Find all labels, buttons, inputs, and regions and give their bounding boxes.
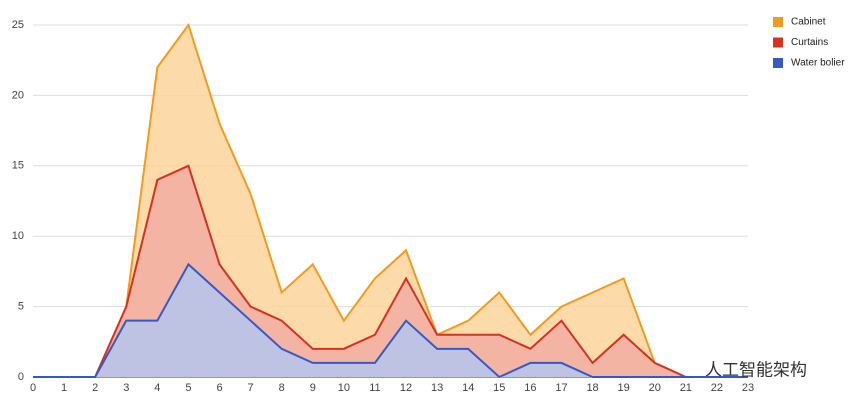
- x-tick-label: 23: [742, 382, 754, 394]
- y-tick-label: 25: [12, 19, 24, 31]
- y-tick-label: 0: [18, 371, 24, 383]
- x-tick-label: 0: [30, 382, 36, 394]
- y-tick-label: 10: [12, 230, 24, 242]
- legend-swatch: [773, 37, 783, 48]
- x-tick-label: 22: [711, 382, 723, 394]
- x-tick-label: 5: [185, 382, 191, 394]
- x-tick-label: 16: [524, 382, 536, 394]
- x-tick-label: 21: [680, 382, 692, 394]
- x-tick-label: 19: [618, 382, 630, 394]
- legend-label: Cabinet: [791, 17, 826, 28]
- x-tick-label: 15: [493, 382, 505, 394]
- x-tick-label: 10: [338, 382, 350, 394]
- line: [33, 22, 748, 378]
- x-tick-label: 17: [555, 382, 567, 394]
- legend-swatch: [773, 17, 783, 27]
- x-tick-label: 6: [216, 382, 222, 394]
- x-tick-label: 18: [586, 382, 598, 394]
- line: [33, 164, 748, 378]
- x-tick-label: 20: [649, 382, 661, 394]
- x-tick-label: 14: [462, 382, 474, 394]
- x-tick-label: 8: [279, 382, 285, 394]
- legend-label: Curtains: [791, 37, 828, 48]
- y-tick-label: 20: [12, 89, 24, 101]
- x-tick-label: 4: [154, 382, 160, 394]
- x-tick-label: 7: [248, 382, 254, 394]
- x-tick-label: 13: [431, 382, 443, 394]
- watermark: 人工智能架构: [705, 360, 807, 379]
- x-tick-label: 1: [61, 382, 67, 394]
- legend-label: Water bolier: [791, 58, 845, 69]
- y-tick-label: 15: [12, 160, 24, 172]
- x-tick-label: 9: [310, 382, 316, 394]
- area: [33, 264, 748, 377]
- x-tick-label: 12: [400, 382, 412, 394]
- x-tick-label: 2: [92, 382, 98, 394]
- legend-swatch: [773, 58, 783, 68]
- line: [33, 262, 748, 379]
- x-tick-label: 11: [369, 382, 380, 394]
- y-tick-label: 5: [18, 301, 24, 313]
- x-tick-label: 3: [123, 382, 129, 394]
